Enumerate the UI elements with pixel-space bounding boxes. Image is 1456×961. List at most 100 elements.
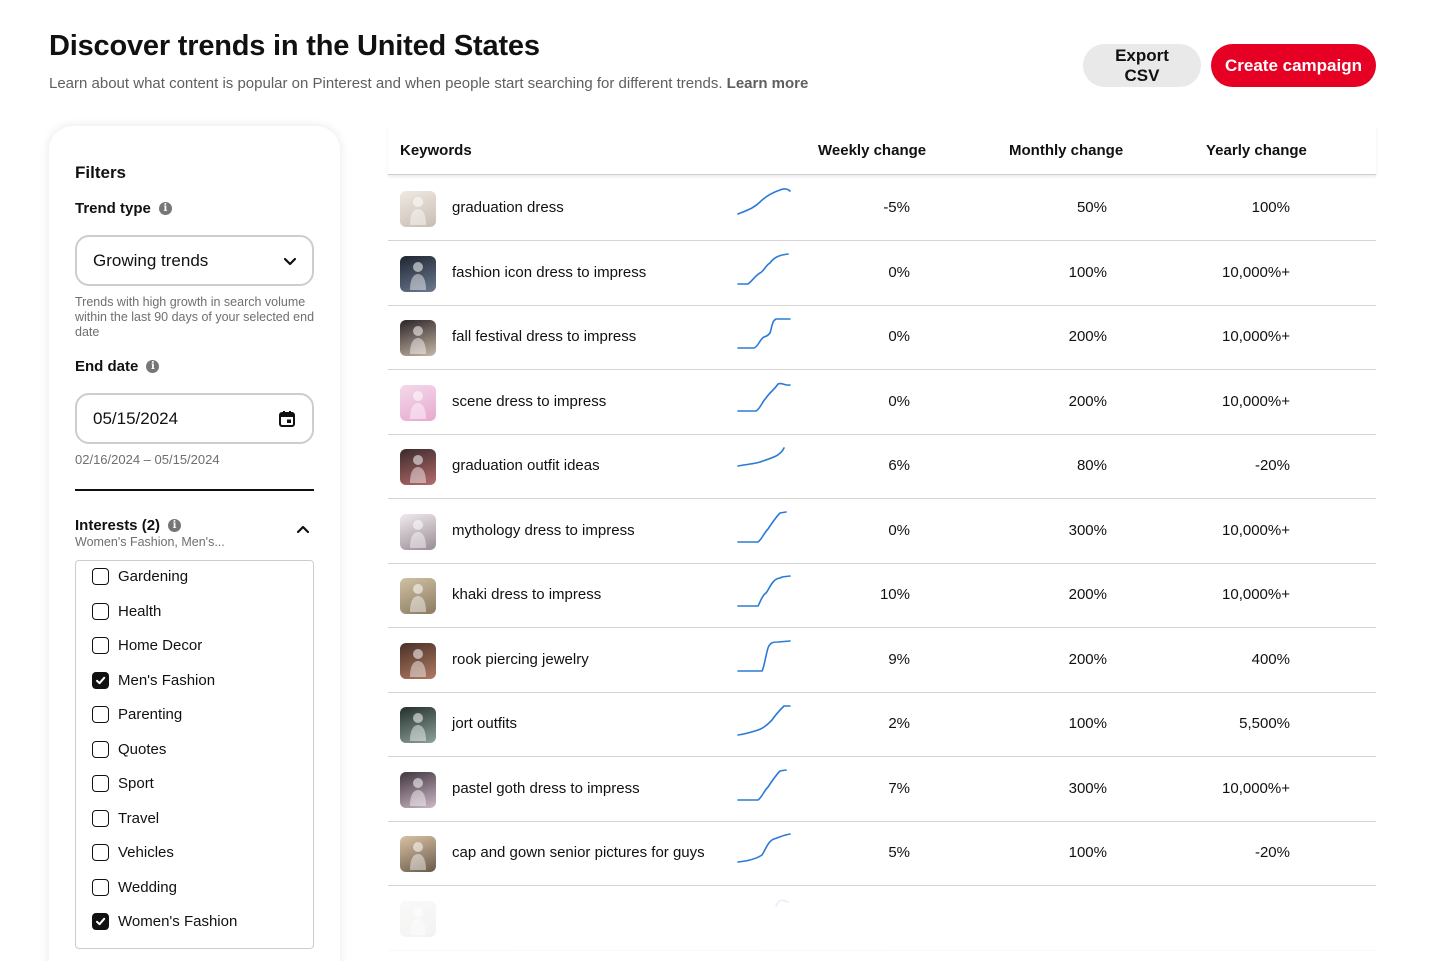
table-row[interactable]: graduation dress -5% 50% 100% — [388, 176, 1376, 241]
column-header-keywords: Keywords — [400, 142, 472, 159]
checkbox-unchecked[interactable] — [92, 568, 109, 585]
checkmark-icon — [96, 676, 106, 684]
weekly-change: 0% — [888, 328, 910, 345]
table-row[interactable]: pastel goth dress to impress 7% 300% 10,000… — [388, 757, 1376, 822]
subtitle-text: Learn about what content is popular on P… — [49, 75, 723, 92]
table-row[interactable]: jort outfits 2% 100% 5,500% — [388, 692, 1376, 757]
monthly-change: 80% — [1076, 457, 1107, 474]
checkbox-unchecked[interactable] — [92, 809, 109, 827]
chevron-up-icon[interactable] — [295, 521, 311, 537]
table-row[interactable]: khaki dress to impress 10% 200% 10,000%+ — [388, 563, 1376, 628]
checkmark-icon — [96, 917, 106, 926]
checkbox-unchecked[interactable] — [92, 740, 109, 758]
learn-more-link[interactable]: Learn more — [726, 75, 809, 92]
calendar-icon[interactable] — [278, 410, 296, 428]
yearly-change: 100% — [1251, 199, 1290, 216]
trend-sparkline — [737, 768, 787, 801]
trend-sparkline — [737, 833, 791, 863]
info-icon[interactable]: i — [158, 202, 172, 215]
keyword-text[interactable]: jort outfits — [452, 715, 518, 732]
table-header: Keywords Weekly change Monthly change Ye… — [388, 126, 1376, 175]
trend-type-label: Trend type i — [75, 200, 172, 217]
weekly-change: 0% — [888, 392, 910, 410]
checkbox-unchecked[interactable] — [92, 602, 109, 620]
trend-sparkline — [737, 705, 791, 736]
table-row[interactable]: rook piercing jewelry 9% 200% 400% — [388, 628, 1376, 693]
monthly-change: 300% — [1068, 521, 1107, 539]
checkbox-checked[interactable] — [92, 913, 109, 930]
export-csv-button[interactable]: Export CSV — [1083, 44, 1201, 87]
pin-thumbnail — [400, 578, 436, 614]
yearly-change: 10,000%+ — [1222, 521, 1290, 539]
interest-option[interactable]: Quotes — [92, 740, 166, 758]
trend-sparkline — [737, 382, 791, 412]
yearly-change: 10,000%+ — [1222, 779, 1290, 797]
interest-option[interactable]: Gardening — [92, 568, 188, 585]
table-row[interactable]: fall festival dress to impress 0% 200% 10,0… — [388, 305, 1376, 370]
trend-type-label-text: Trend type — [75, 200, 151, 217]
checkbox-unchecked[interactable] — [92, 844, 109, 861]
weekly-change: 0% — [888, 263, 910, 281]
yearly-change: -20% — [1254, 844, 1290, 861]
interest-label: Parenting — [118, 706, 183, 723]
keyword-text[interactable]: graduation outfit ideas — [452, 457, 600, 474]
create-campaign-button[interactable]: Create campaign — [1211, 44, 1376, 87]
interest-option[interactable]: Vehicles — [92, 844, 174, 861]
end-date-label: End date i — [75, 358, 160, 375]
keyword-text[interactable]: fashion icon dress to impress — [452, 263, 647, 281]
checkbox-unchecked[interactable] — [92, 878, 109, 896]
table-row[interactable] — [388, 886, 1376, 951]
end-date-field[interactable]: 05/15/2024 — [75, 393, 314, 444]
yearly-change: 10,000%+ — [1222, 263, 1290, 281]
interest-option[interactable]: Wedding — [92, 878, 177, 896]
interests-summary: Women's Fashion, Men's... — [75, 535, 225, 549]
interest-option[interactable]: Women's Fashion — [92, 913, 237, 930]
section-divider — [75, 489, 314, 491]
info-icon[interactable]: i — [168, 519, 182, 532]
yearly-change: 10,000%+ — [1222, 392, 1290, 410]
yearly-change: 5,500% — [1239, 715, 1290, 732]
keyword-text[interactable]: scene dress to impress — [452, 392, 607, 410]
keyword-text[interactable]: graduation dress — [452, 199, 564, 216]
pin-thumbnail — [400, 449, 436, 485]
checkbox-checked[interactable] — [92, 671, 109, 689]
trend-type-select[interactable]: Growing trends — [75, 235, 314, 286]
trend-sparkline — [737, 188, 791, 215]
checkbox-unchecked[interactable] — [92, 706, 109, 723]
keyword-text[interactable]: khaki dress to impress — [452, 586, 602, 603]
table-row[interactable]: fashion icon dress to impress 0% 100% 10,00… — [388, 241, 1376, 306]
weekly-change: -5% — [883, 199, 910, 216]
weekly-change: 2% — [888, 715, 910, 732]
interests-label-text: Interests (2) — [75, 517, 161, 534]
interests-checklist[interactable]: Gardening Health Home Decor Men's Fashion Pa… — [75, 560, 314, 949]
interest-option[interactable]: Parenting — [92, 706, 182, 723]
keyword-text[interactable]: cap and gown senior pictures for guys — [452, 844, 705, 861]
trend-type-value: Growing trends — [93, 250, 209, 270]
keyword-text[interactable]: mythology dress to impress — [452, 521, 635, 539]
page-title: Discover trends in the United States — [49, 30, 540, 62]
interest-option[interactable]: Home Decor — [92, 637, 202, 654]
monthly-change: 50% — [1076, 199, 1107, 216]
keyword-text[interactable]: rook piercing jewelry — [452, 650, 589, 668]
keyword-text[interactable]: fall festival dress to impress — [452, 328, 637, 345]
checkbox-unchecked[interactable] — [92, 775, 109, 792]
info-icon[interactable]: i — [146, 360, 160, 373]
weekly-change: 6% — [888, 457, 910, 474]
pin-thumbnail — [400, 642, 436, 679]
monthly-change: 300% — [1068, 779, 1107, 797]
table-row[interactable]: scene dress to impress 0% 200% 10,000%+ — [388, 370, 1376, 435]
interest-option[interactable]: Health — [92, 602, 161, 620]
interest-option[interactable]: Travel — [92, 809, 159, 827]
checkbox-unchecked[interactable] — [92, 637, 109, 654]
table-row[interactable]: graduation outfit ideas 6% 80% -20% — [388, 434, 1376, 499]
interest-option[interactable]: Sport — [92, 775, 154, 792]
page-header: Discover trends in the United States Lea… — [49, 30, 808, 92]
table-row[interactable]: mythology dress to impress 0% 300% 10,000%+ — [388, 499, 1376, 564]
table-row[interactable]: cap and gown senior pictures for guys 5% 1… — [388, 821, 1376, 886]
interest-option[interactable]: Men's Fashion — [92, 671, 215, 689]
filters-title: Filters — [75, 163, 127, 182]
end-date-value: 05/15/2024 — [93, 408, 179, 428]
keyword-text[interactable]: pastel goth dress to impress — [452, 779, 640, 797]
monthly-change: 100% — [1068, 844, 1107, 861]
interests-label[interactable]: Interests (2) i — [75, 517, 182, 534]
